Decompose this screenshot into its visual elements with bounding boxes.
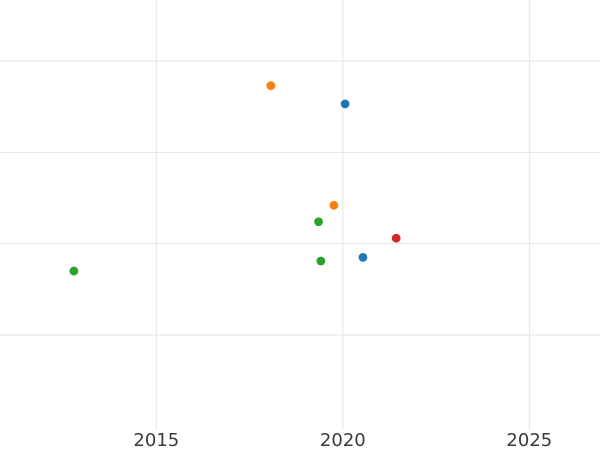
scatter-point-green [69, 266, 79, 276]
scatter-point-green [314, 217, 323, 227]
scatter-point-orange [266, 81, 276, 91]
scatter-point-green [316, 256, 326, 266]
scatter-point-blue [358, 252, 368, 262]
scatter-points-layer [69, 81, 401, 276]
x-tick-label: 2015 [133, 430, 179, 450]
x-axis-label-layer: 2015 2020 2025 [133, 430, 552, 450]
x-tick-label: 2020 [320, 430, 366, 450]
scatter-point-orange [329, 200, 339, 210]
x-tick-label: 2025 [506, 430, 552, 450]
scatter-point-blue [340, 99, 350, 109]
x-axis-tick-layer [155, 425, 530, 429]
scatter-point-red [391, 233, 401, 243]
gridlines-layer [0, 0, 600, 425]
